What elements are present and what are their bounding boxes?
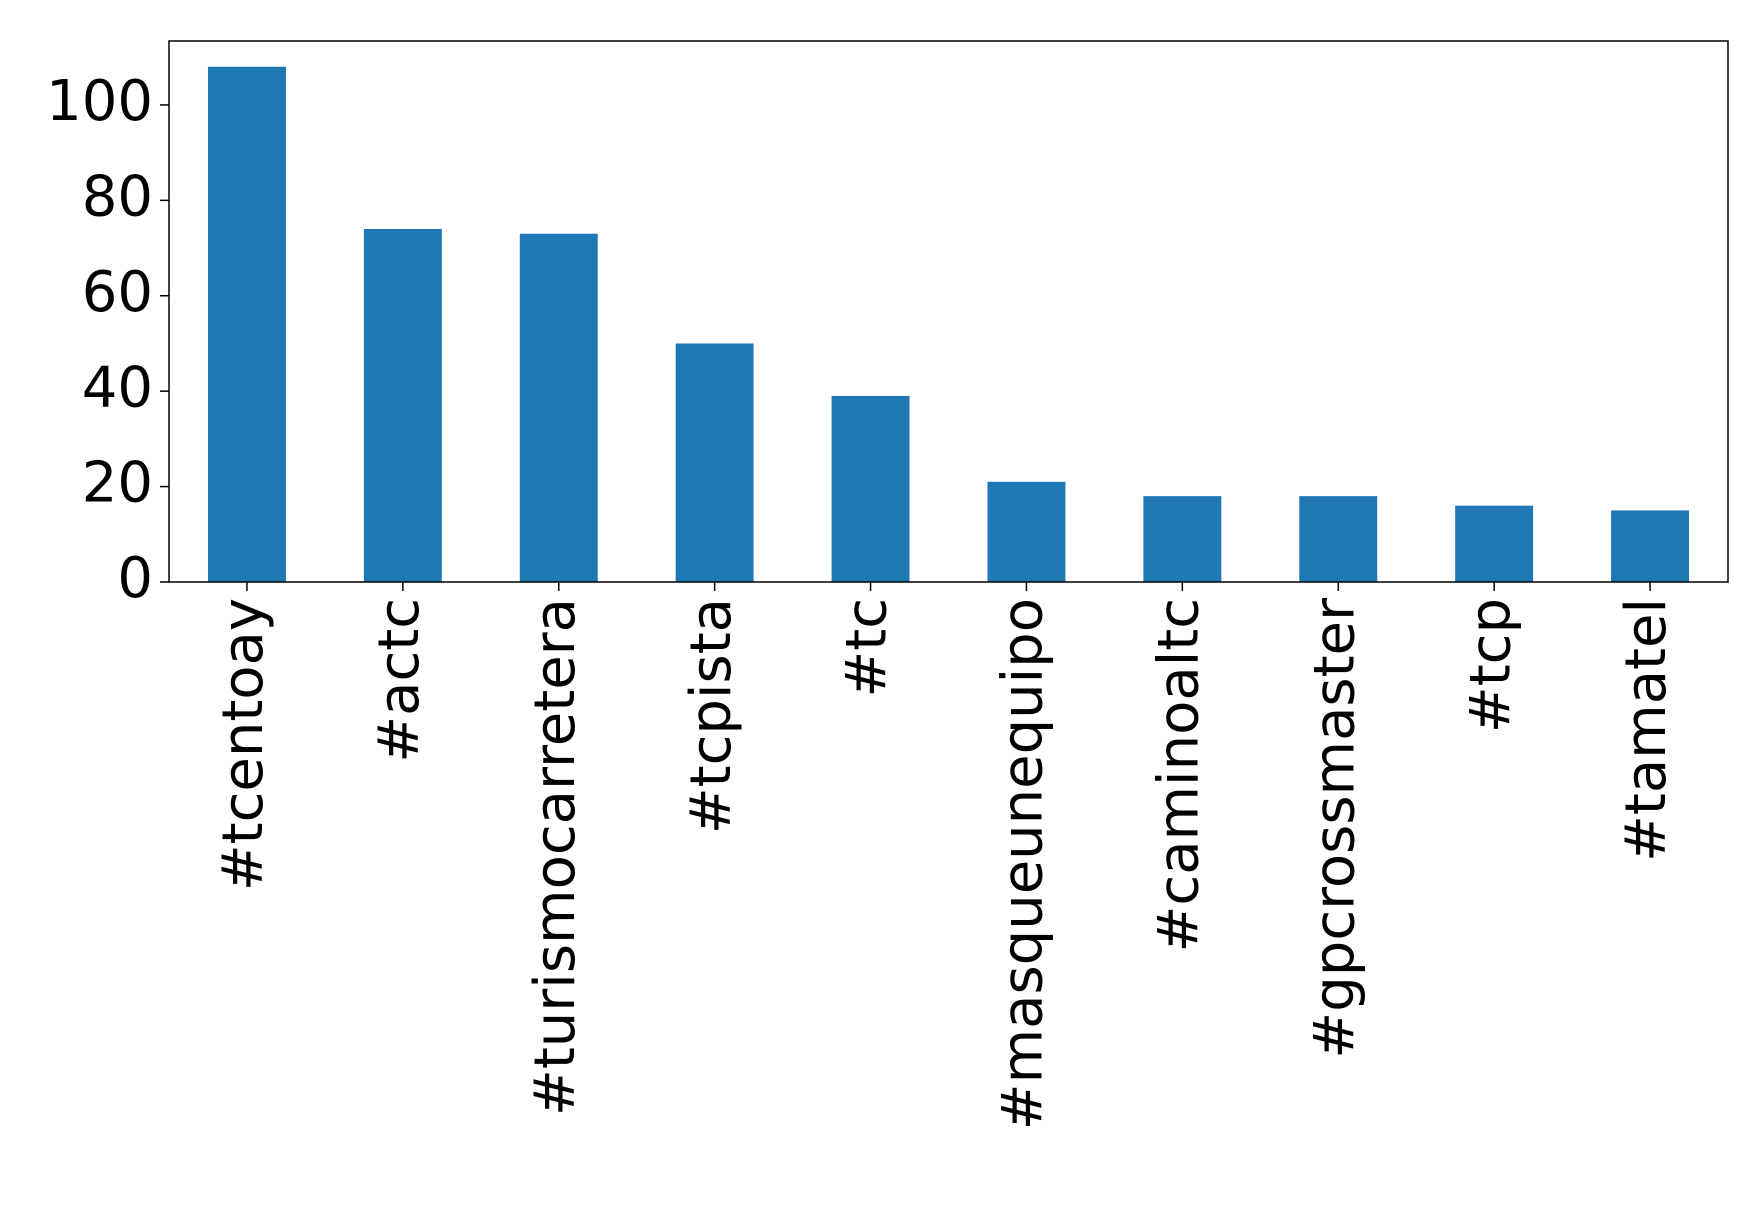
plot-frame: [168, 40, 1729, 583]
bar: [675, 343, 754, 582]
y-tick-label: 100: [46, 69, 153, 134]
x-tick-label: #tcentoay: [211, 598, 276, 891]
bar: [1143, 496, 1222, 582]
bar: [831, 395, 910, 582]
y-tick-label: 0: [117, 546, 153, 611]
bar: [519, 233, 598, 582]
x-tick-label: #caminoaltc: [1146, 598, 1211, 953]
bar: [987, 481, 1066, 582]
x-tick-label: #tamatel: [1614, 598, 1679, 862]
x-tick-label: #gpcrossmaster: [1302, 597, 1367, 1059]
bar: [1455, 505, 1534, 582]
x-tick-label: #actc: [367, 598, 432, 763]
bar: [1611, 510, 1690, 582]
y-tick-label: 80: [82, 164, 153, 229]
x-tick-label: #masqueunequipo: [991, 598, 1056, 1130]
bar: [207, 66, 286, 582]
x-tick-label: #tcp: [1458, 598, 1523, 733]
bar: [363, 228, 442, 582]
y-tick-label: 40: [82, 355, 153, 420]
x-tick-label: #tcpista: [679, 598, 744, 834]
x-tick-label: #turismocarretera: [523, 598, 588, 1116]
y-tick-label: 60: [82, 260, 153, 325]
y-tick-label: 20: [82, 451, 153, 516]
bar: [1299, 496, 1378, 582]
x-tick-label: #tc: [835, 598, 900, 698]
